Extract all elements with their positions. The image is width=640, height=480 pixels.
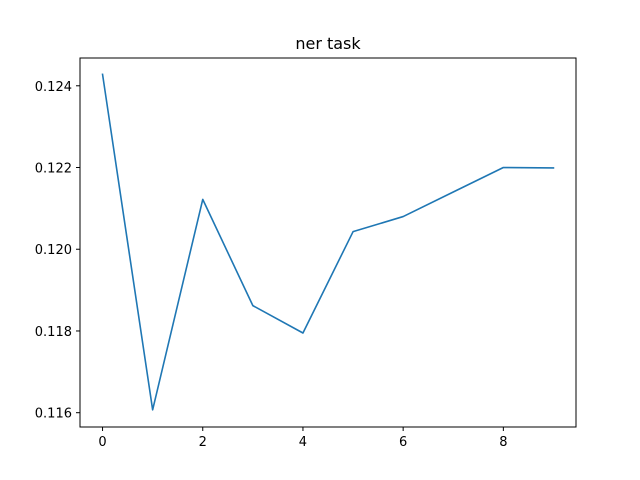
y-tick-label: 0.118 xyxy=(35,325,72,340)
y-axis-ticks: 0.116 0.118 0.120 0.122 0.124 xyxy=(35,80,80,422)
x-tick-label: 2 xyxy=(199,435,207,450)
y-tick-label: 0.120 xyxy=(35,243,72,258)
y-tick-label: 0.124 xyxy=(35,80,72,95)
x-tick-label: 4 xyxy=(299,435,307,450)
x-tick-label: 0 xyxy=(98,435,106,450)
chart-title: ner task xyxy=(295,34,361,53)
x-axis-ticks: 0 2 4 6 8 xyxy=(98,427,507,450)
plot-area-frame xyxy=(79,57,577,428)
x-tick-label: 6 xyxy=(399,435,407,450)
y-tick-label: 0.122 xyxy=(35,162,72,177)
series-line xyxy=(101,73,555,411)
series-layer xyxy=(101,73,555,411)
y-tick-label: 0.116 xyxy=(35,407,72,422)
x-tick-label: 8 xyxy=(499,435,507,450)
